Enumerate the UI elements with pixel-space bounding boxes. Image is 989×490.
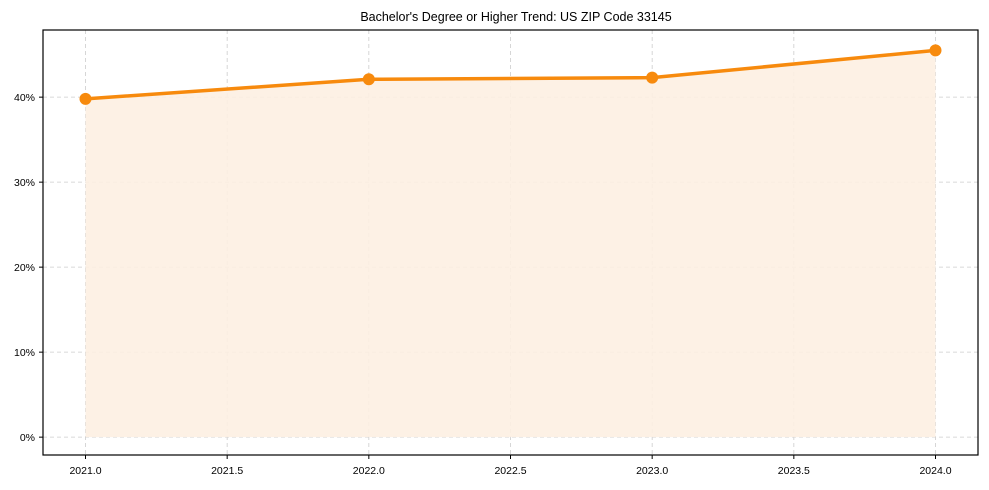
y-tick-label: 20% bbox=[14, 262, 35, 274]
x-axis: 2021.0 2021.5 2022.0 2022.5 2023.0 2023.5 2024… bbox=[69, 455, 952, 477]
data-point bbox=[646, 71, 659, 84]
y-axis: 0% 10% 20% 30% 40% bbox=[14, 92, 43, 444]
y-tick-label: 10% bbox=[14, 347, 35, 359]
x-tick-label: 2024.0 bbox=[919, 465, 951, 477]
data-point bbox=[362, 73, 375, 86]
y-tick-label: 0% bbox=[20, 432, 35, 444]
x-tick-label: 2023.0 bbox=[636, 465, 668, 477]
y-tick-label: 30% bbox=[14, 177, 35, 189]
x-tick-label: 2022.5 bbox=[494, 465, 526, 477]
x-tick-label: 2022.0 bbox=[353, 465, 385, 477]
data-point bbox=[929, 44, 942, 57]
x-tick-label: 2021.0 bbox=[69, 465, 101, 477]
y-tick-label: 40% bbox=[14, 92, 35, 104]
x-tick-label: 2021.5 bbox=[211, 465, 243, 477]
x-tick-label: 2023.5 bbox=[778, 465, 810, 477]
area-fill bbox=[85, 50, 936, 438]
chart-title: Bachelor's Degree or Higher Trend: US ZI… bbox=[360, 10, 671, 24]
data-line bbox=[85, 48, 936, 101]
data-point bbox=[79, 92, 92, 105]
data-points bbox=[79, 44, 942, 105]
